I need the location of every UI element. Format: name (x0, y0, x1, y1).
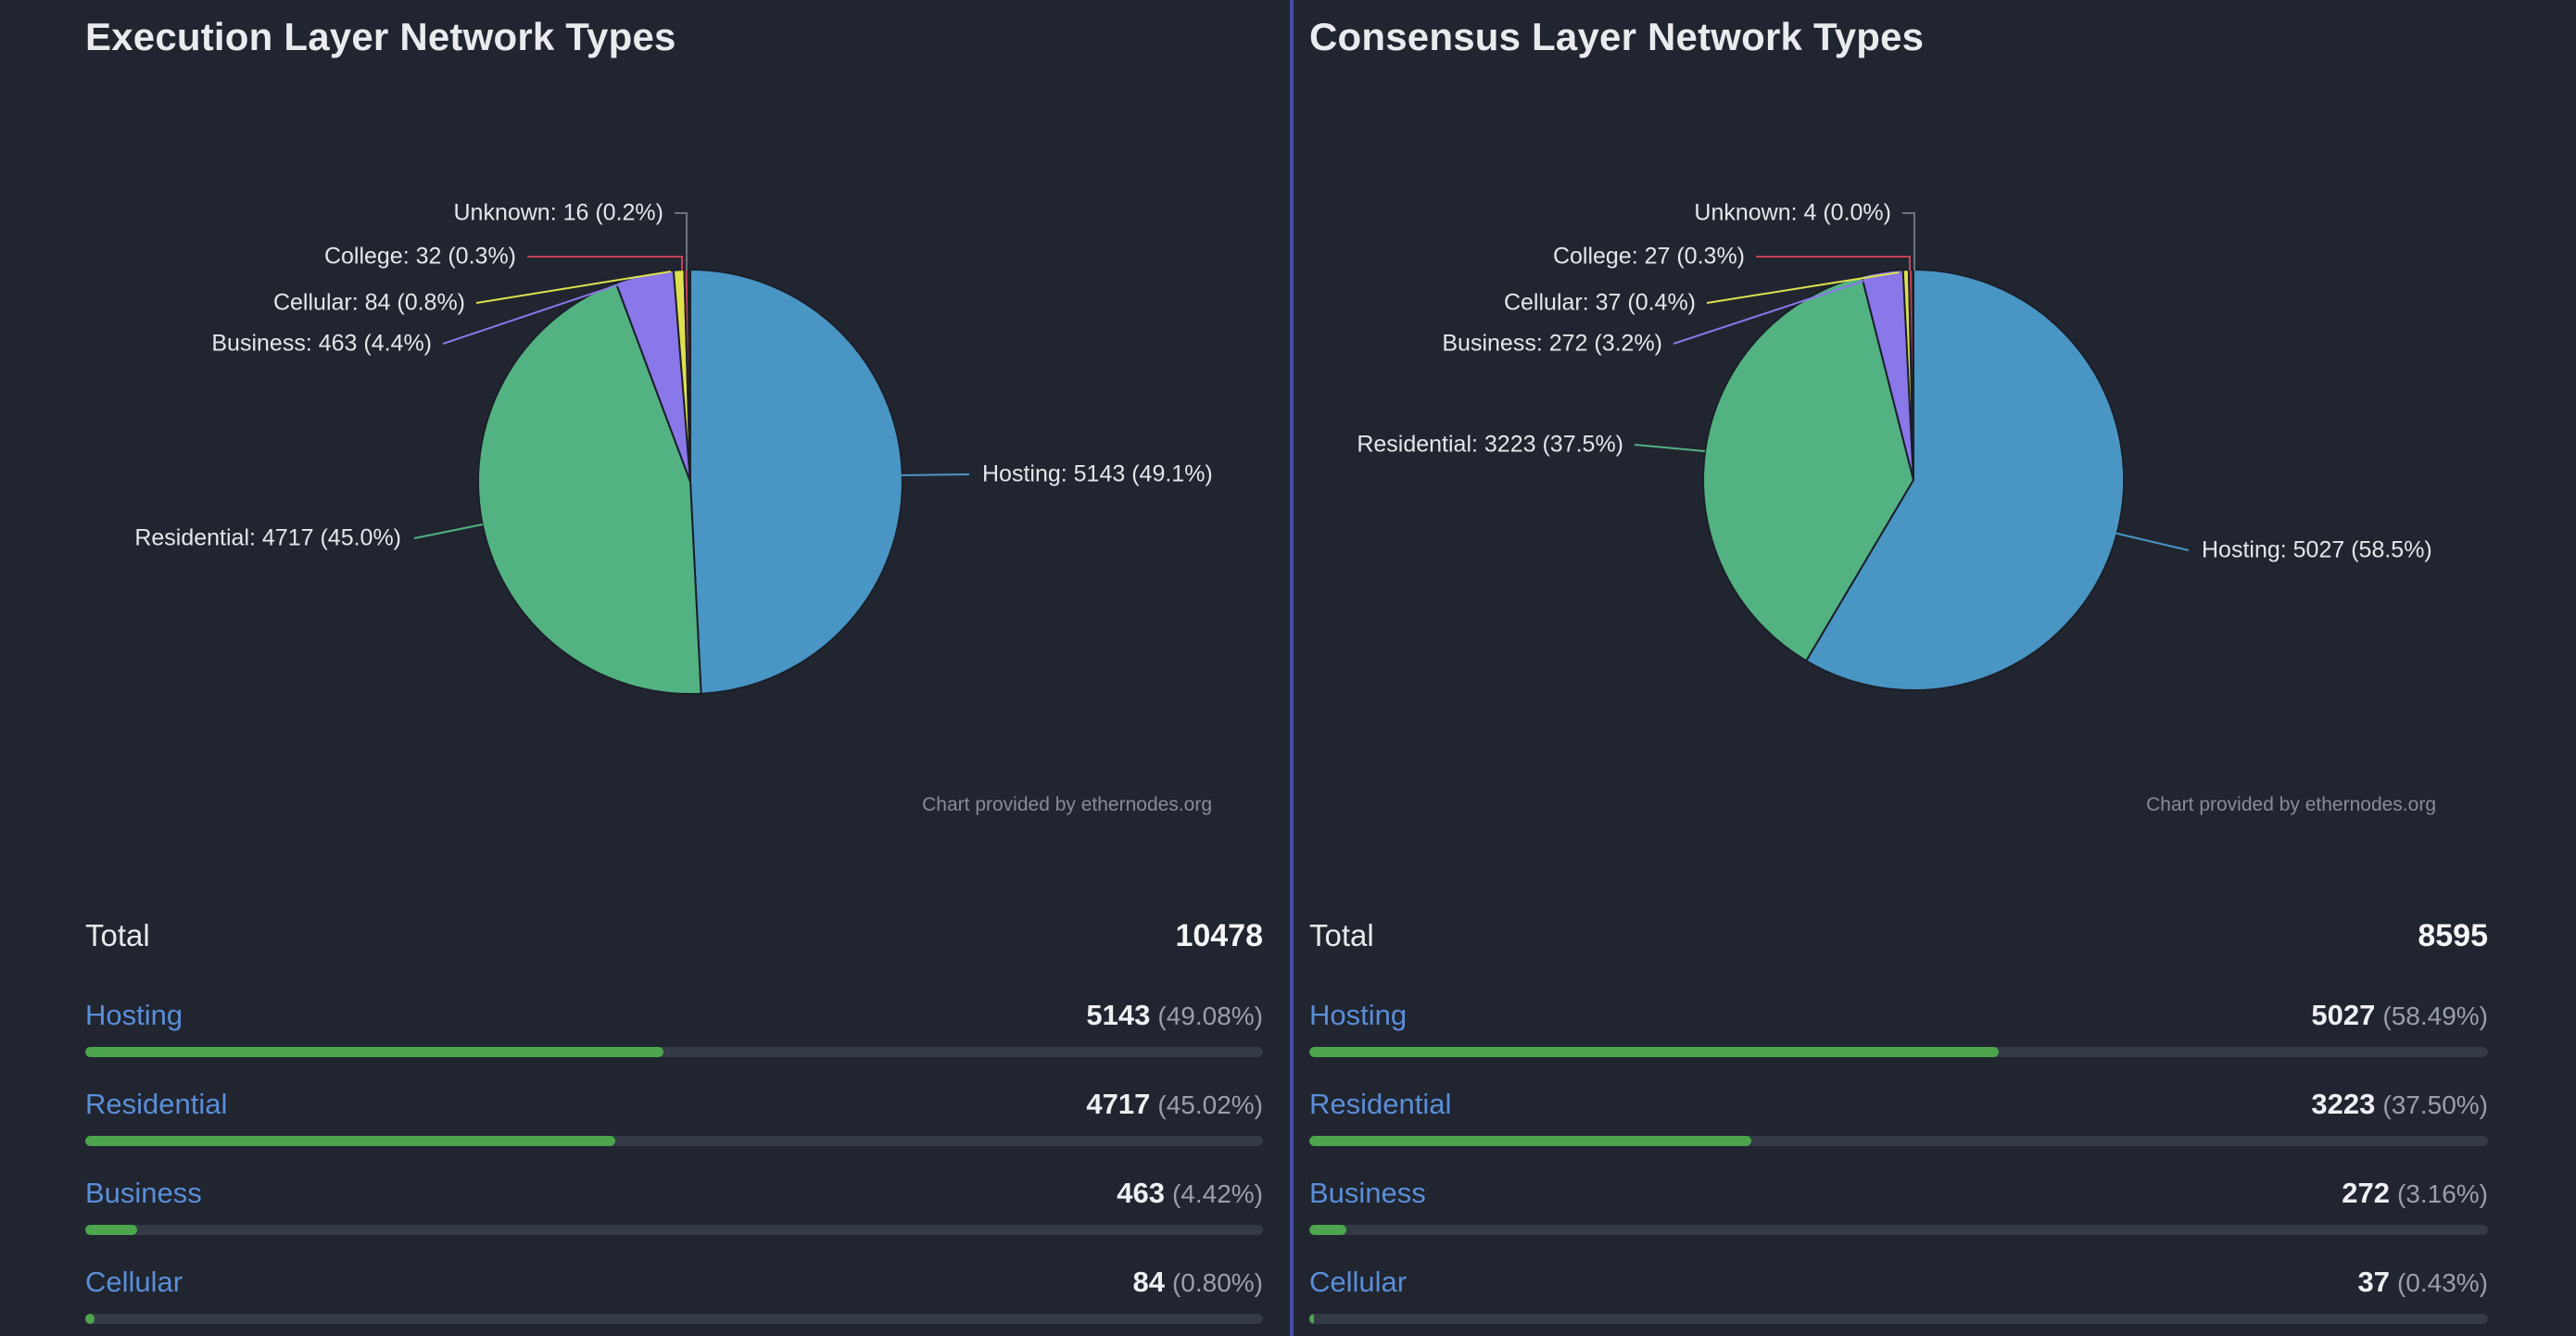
chart-attribution: Chart provided by ethernodes.org (2146, 794, 2436, 815)
progress-bar-track (85, 1136, 1263, 1146)
category-count: 463 (1117, 1177, 1165, 1209)
stat-line: Business 272 (3.16%) (1309, 1177, 2488, 1210)
panel-consensus-layer: Consensus Layer Network Types Hosting: 5… (1288, 0, 2576, 1336)
progress-bar-fill (85, 1136, 616, 1146)
category-value-group: 5027 (58.49%) (2311, 999, 2488, 1032)
progress-bar-track (85, 1047, 1263, 1057)
category-count: 3223 (2311, 1088, 2376, 1120)
category-percent: (49.08%) (1157, 1002, 1263, 1030)
progress-bar-track (85, 1225, 1263, 1235)
progress-bar-fill (1309, 1136, 1751, 1146)
total-row: Total 10478 (85, 918, 1263, 954)
stat-row-cellular: Cellular 84 (0.80%) (85, 1266, 1263, 1324)
panel-divider (1290, 0, 1294, 1336)
progress-bar-fill (1309, 1225, 1347, 1235)
category-percent: (3.16%) (2396, 1179, 2488, 1208)
category-value-group: 463 (4.42%) (1117, 1177, 1263, 1210)
stat-line: Cellular 84 (0.80%) (85, 1266, 1263, 1299)
progress-bar-fill (85, 1225, 138, 1235)
total-value: 8595 (2418, 918, 2488, 953)
category-link-cellular[interactable]: Cellular (85, 1266, 183, 1298)
category-percent: (4.42%) (1171, 1179, 1263, 1208)
total-label: Total (1309, 918, 1374, 952)
category-value-group: 37 (0.43%) (2357, 1266, 2488, 1299)
category-percent: (37.50%) (2382, 1090, 2488, 1119)
stat-row-business: Business 272 (3.16%) (1309, 1177, 2488, 1235)
page-title-consensus: Consensus Layer Network Types (1309, 15, 1925, 58)
stats-table-consensus: Total 8595 Hosting 5027 (58.49%) Residentia… (1309, 0, 2488, 1336)
progress-bar-fill (1309, 1047, 1999, 1057)
category-link-hosting[interactable]: Hosting (85, 999, 183, 1031)
category-link-hosting[interactable]: Hosting (1309, 999, 1408, 1031)
stat-line: Cellular 37 (0.43%) (1309, 1266, 2488, 1299)
stat-row-residential: Residential 4717 (45.02%) (85, 1088, 1263, 1146)
category-value-group: 5143 (49.08%) (1086, 999, 1263, 1032)
progress-bar-track (1309, 1136, 2488, 1146)
category-count: 84 (1132, 1266, 1165, 1298)
stat-line: Residential 3223 (37.50%) (1309, 1088, 2488, 1121)
stat-line: Residential 4717 (45.02%) (85, 1088, 1263, 1121)
category-count: 37 (2357, 1266, 2390, 1298)
category-count: 4717 (1086, 1088, 1151, 1120)
category-count: 272 (2342, 1177, 2390, 1209)
chart-attribution: Chart provided by ethernodes.org (922, 794, 1212, 815)
category-link-residential[interactable]: Residential (1309, 1088, 1452, 1120)
stat-line: Business 463 (4.42%) (85, 1177, 1263, 1210)
stat-line: Hosting 5143 (49.08%) (85, 999, 1263, 1032)
category-count: 5143 (1086, 999, 1151, 1031)
category-percent: (0.43%) (2396, 1268, 2488, 1297)
stats-table-execution: Total 10478 Hosting 5143 (49.08%) Residenti… (85, 0, 1263, 1336)
progress-bar-track (1309, 1314, 2488, 1324)
stat-row-cellular: Cellular 37 (0.43%) (1309, 1266, 2488, 1324)
category-link-business[interactable]: Business (85, 1177, 202, 1209)
total-row: Total 8595 (1309, 918, 2488, 954)
stat-row-business: Business 463 (4.42%) (85, 1177, 1263, 1235)
category-value-group: 3223 (37.50%) (2311, 1088, 2488, 1121)
progress-bar-fill (1309, 1314, 1315, 1324)
category-link-cellular[interactable]: Cellular (1309, 1266, 1408, 1298)
progress-bar-fill (85, 1047, 663, 1057)
progress-bar-track (1309, 1225, 2488, 1235)
stat-line: Hosting 5027 (58.49%) (1309, 999, 2488, 1032)
category-percent: (58.49%) (2382, 1002, 2488, 1030)
category-percent: (0.80%) (1171, 1268, 1263, 1297)
category-value-group: 272 (3.16%) (2342, 1177, 2488, 1210)
stat-row-residential: Residential 3223 (37.50%) (1309, 1088, 2488, 1146)
pie-slice-unknown[interactable] (687, 268, 691, 483)
stat-row-hosting: Hosting 5027 (58.49%) (1309, 999, 2488, 1057)
page-title-execution: Execution Layer Network Types (85, 15, 676, 58)
category-link-residential[interactable]: Residential (85, 1088, 228, 1120)
category-value-group: 84 (0.80%) (1132, 1266, 1263, 1299)
progress-bar-track (85, 1314, 1263, 1324)
total-value: 10478 (1175, 918, 1263, 953)
category-percent: (45.02%) (1157, 1090, 1263, 1119)
category-count: 5027 (2311, 999, 2376, 1031)
category-value-group: 4717 (45.02%) (1086, 1088, 1263, 1121)
progress-bar-track (1309, 1047, 2488, 1057)
total-label: Total (85, 918, 150, 952)
progress-bar-fill (85, 1314, 95, 1324)
panel-execution-layer: Execution Layer Network Types Hosting: 5… (85, 0, 1263, 1336)
stat-row-hosting: Hosting 5143 (49.08%) (85, 999, 1263, 1057)
pie-slice-hosting[interactable] (689, 268, 903, 695)
category-link-business[interactable]: Business (1309, 1177, 1426, 1209)
